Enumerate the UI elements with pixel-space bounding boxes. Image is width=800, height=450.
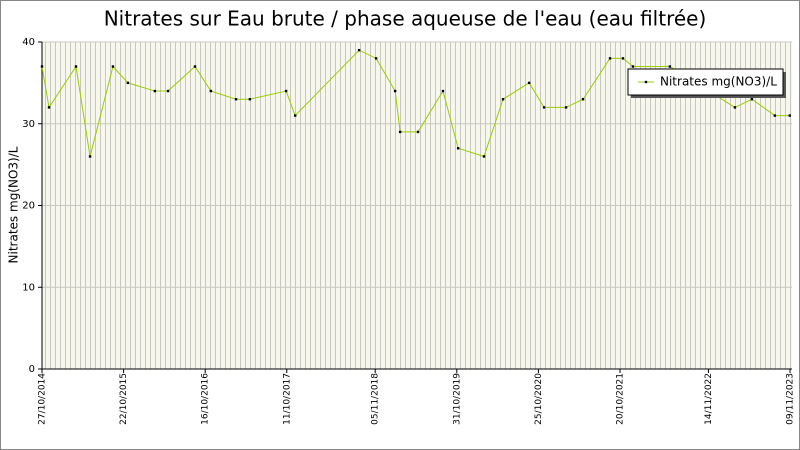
point [668, 65, 672, 68]
point [456, 147, 460, 150]
point [248, 98, 252, 101]
x-tick-label: 05/11/2018 [371, 373, 381, 425]
chart-title: Nitrates sur Eau brute / phase aqueuse d… [104, 7, 707, 31]
point [398, 130, 402, 134]
point [621, 57, 625, 60]
point [293, 114, 297, 117]
x-tick-label: 16/10/2016 [201, 373, 211, 425]
point [209, 89, 213, 93]
x-tick-label: 11/10/2017 [282, 373, 292, 425]
point [88, 155, 92, 158]
point [788, 114, 791, 117]
point [416, 130, 420, 134]
point [40, 65, 44, 68]
y-tick-label: 40 [22, 37, 35, 48]
y-tick-label: 10 [22, 282, 35, 293]
point [564, 106, 568, 109]
x-tick-label: 31/10/2019 [452, 373, 462, 425]
point [126, 81, 130, 85]
y-tick-label: 20 [22, 201, 35, 212]
y-tick-label: 30 [22, 119, 35, 130]
point [111, 65, 115, 68]
x-tick-label: 14/11/2022 [704, 373, 714, 425]
point [608, 57, 612, 60]
point [234, 98, 238, 101]
point [733, 106, 737, 109]
point [393, 89, 397, 93]
point [631, 65, 635, 68]
point [47, 106, 51, 109]
x-tick-label: 20/10/2021 [616, 373, 626, 425]
point [773, 114, 777, 117]
legend-label: Nitrates mg(NO3)/L [660, 75, 777, 89]
point [374, 57, 378, 60]
x-tick-label: 22/10/2015 [119, 373, 129, 425]
point [482, 155, 486, 158]
point [153, 89, 157, 93]
y-tick-label: 0 [29, 364, 35, 375]
point [501, 98, 505, 101]
legend-marker [644, 80, 648, 84]
point [750, 98, 754, 101]
point [166, 89, 170, 93]
point [284, 89, 288, 93]
point [527, 81, 531, 85]
point [193, 65, 197, 68]
point [581, 98, 585, 101]
point [542, 106, 546, 109]
x-tick-label: 25/10/2020 [534, 373, 544, 425]
y-axis-label: Nitrates mg(NO3)/L [7, 146, 21, 263]
point [357, 48, 361, 52]
point [74, 65, 78, 68]
x-tick-label: 09/11/2023 [786, 373, 796, 425]
point [441, 89, 445, 93]
x-tick-label: 27/10/2014 [38, 373, 48, 425]
